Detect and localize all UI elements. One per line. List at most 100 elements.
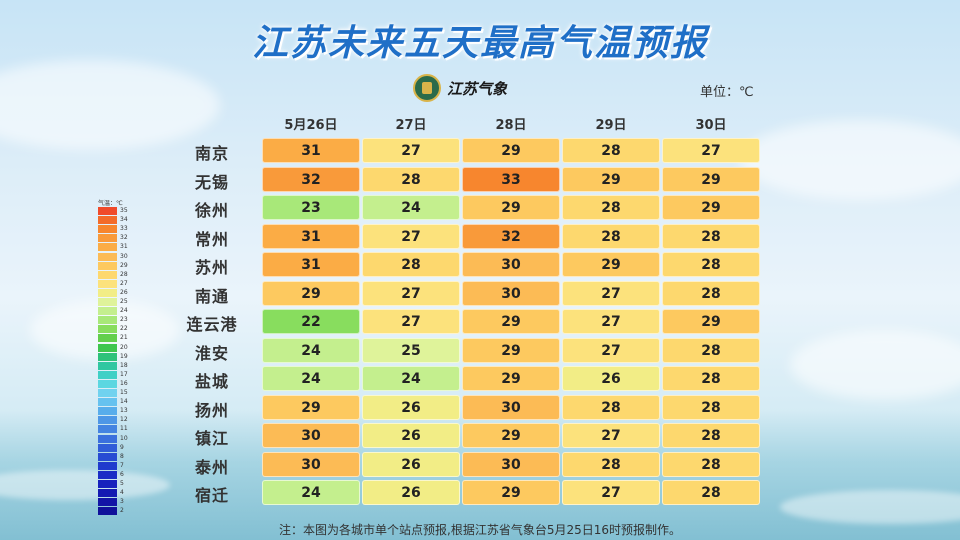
legend-swatch bbox=[98, 288, 117, 297]
temperature-cell: 29 bbox=[662, 309, 760, 334]
temperature-cell: 27 bbox=[662, 138, 760, 163]
background-cloud bbox=[0, 60, 220, 150]
legend-label: 22 bbox=[120, 325, 128, 333]
footnote: 注：本图为各城市单个站点预报,根据江苏省气象台5月25日16时预报制作。 bbox=[279, 523, 681, 537]
temperature-cell: 23 bbox=[262, 195, 360, 220]
legend-swatch bbox=[98, 407, 117, 416]
legend-label: 3 bbox=[120, 498, 124, 506]
legend-label: 26 bbox=[120, 288, 128, 296]
temperature-cell: 28 bbox=[662, 451, 760, 477]
temperature-cell: 29 bbox=[562, 252, 660, 277]
temperature-cell: 27 bbox=[562, 480, 660, 505]
temperature-cell: 29 bbox=[462, 337, 560, 363]
legend-label: 7 bbox=[120, 461, 124, 469]
temperature-cell: 29 bbox=[262, 280, 360, 306]
temperature-cell: 29 bbox=[462, 480, 560, 505]
legend-label: 25 bbox=[120, 298, 128, 305]
legend-swatch bbox=[98, 343, 117, 352]
temperature-cell: 28 bbox=[362, 166, 460, 192]
background-cloud bbox=[790, 330, 960, 400]
city-label: 南通 bbox=[194, 286, 229, 306]
city-label: 南京 bbox=[194, 144, 229, 163]
temperature-cell: 28 bbox=[662, 280, 760, 306]
temperature-cell: 27 bbox=[362, 223, 460, 249]
city-label: 常州 bbox=[194, 229, 229, 249]
legend-swatch bbox=[98, 225, 117, 234]
legend-label: 32 bbox=[120, 234, 128, 242]
temperature-cell: 24 bbox=[362, 195, 460, 220]
temperature-cell: 24 bbox=[262, 480, 360, 505]
legend-label: 17 bbox=[120, 370, 128, 378]
temperature-cell: 27 bbox=[562, 309, 660, 334]
legend-label: 8 bbox=[120, 452, 124, 460]
temperature-cell: 26 bbox=[362, 423, 460, 448]
temperature-cell: 30 bbox=[462, 280, 560, 306]
legend-label: 35 bbox=[120, 207, 128, 214]
logo: 江苏气象 bbox=[413, 74, 507, 102]
temperature-cell: 27 bbox=[562, 280, 660, 306]
legend-label: 29 bbox=[120, 261, 128, 269]
temperature-cell: 28 bbox=[662, 223, 760, 249]
temperature-cell: 29 bbox=[462, 366, 560, 391]
temperature-cell: 27 bbox=[562, 337, 660, 363]
legend-label: 16 bbox=[120, 379, 128, 387]
day-header: 28日 bbox=[495, 118, 527, 133]
legend-label: 11 bbox=[120, 425, 128, 433]
city-label: 无锡 bbox=[194, 172, 229, 192]
legend-label: 30 bbox=[120, 252, 128, 260]
temperature-cell: 26 bbox=[362, 480, 460, 505]
temperature-cell: 30 bbox=[262, 423, 360, 448]
legend-label: 2 bbox=[120, 507, 124, 515]
legend-label: 5 bbox=[120, 480, 124, 487]
legend-label: 9 bbox=[120, 443, 124, 451]
temperature-cell: 32 bbox=[262, 166, 360, 192]
legend-swatch bbox=[98, 389, 117, 397]
legend-swatch bbox=[98, 379, 117, 388]
temperature-cell: 30 bbox=[462, 252, 560, 277]
temperature-cell: 28 bbox=[662, 423, 760, 448]
legend-swatch bbox=[98, 489, 117, 498]
legend-label: 31 bbox=[120, 243, 128, 251]
legend-label: 4 bbox=[120, 489, 124, 497]
legend-swatch bbox=[98, 234, 117, 243]
city-label: 苏州 bbox=[194, 258, 229, 277]
temperature-cell: 26 bbox=[362, 394, 460, 420]
temperature-cell: 27 bbox=[362, 138, 460, 163]
logo-text: 江苏气象 bbox=[447, 79, 508, 98]
background-wave bbox=[780, 490, 960, 524]
temperature-cell: 31 bbox=[262, 252, 360, 277]
legend-label: 13 bbox=[120, 407, 128, 415]
legend-label: 21 bbox=[120, 334, 128, 342]
legend-swatch bbox=[98, 434, 117, 443]
temperature-cell: 31 bbox=[262, 223, 360, 249]
page-title: 江苏未来五天最高气温预报 bbox=[251, 23, 708, 64]
legend-swatch bbox=[98, 261, 117, 270]
legend-swatch bbox=[98, 325, 117, 334]
city-label: 徐州 bbox=[194, 201, 229, 220]
legend-swatch bbox=[98, 461, 117, 470]
temperature-cell: 28 bbox=[562, 195, 660, 220]
temperature-cell: 29 bbox=[562, 166, 660, 192]
legend-swatch bbox=[98, 270, 117, 279]
legend-label: 15 bbox=[120, 389, 128, 396]
weather-bureau-emblem-icon bbox=[413, 74, 441, 102]
temperature-cell: 28 bbox=[662, 252, 760, 277]
temperature-cell: 33 bbox=[462, 166, 560, 192]
city-label: 淮安 bbox=[194, 343, 229, 363]
legend-label: 23 bbox=[120, 316, 128, 324]
city-label: 宿迁 bbox=[194, 486, 229, 505]
temperature-cell: 27 bbox=[562, 423, 660, 448]
legend-swatch bbox=[98, 498, 117, 507]
day-header: 30日 bbox=[695, 118, 727, 133]
legend-label: 27 bbox=[120, 279, 128, 287]
city-label: 泰州 bbox=[194, 457, 229, 477]
city-label: 镇江 bbox=[194, 429, 229, 448]
temperature-cell: 27 bbox=[362, 280, 460, 306]
legend-swatch bbox=[98, 298, 117, 306]
legend-label: 19 bbox=[120, 352, 128, 360]
legend-swatch bbox=[98, 316, 117, 325]
temperature-cell: 28 bbox=[662, 480, 760, 505]
temperature-cell: 30 bbox=[462, 394, 560, 420]
legend-label: 20 bbox=[120, 343, 128, 351]
legend-swatch bbox=[98, 307, 117, 316]
